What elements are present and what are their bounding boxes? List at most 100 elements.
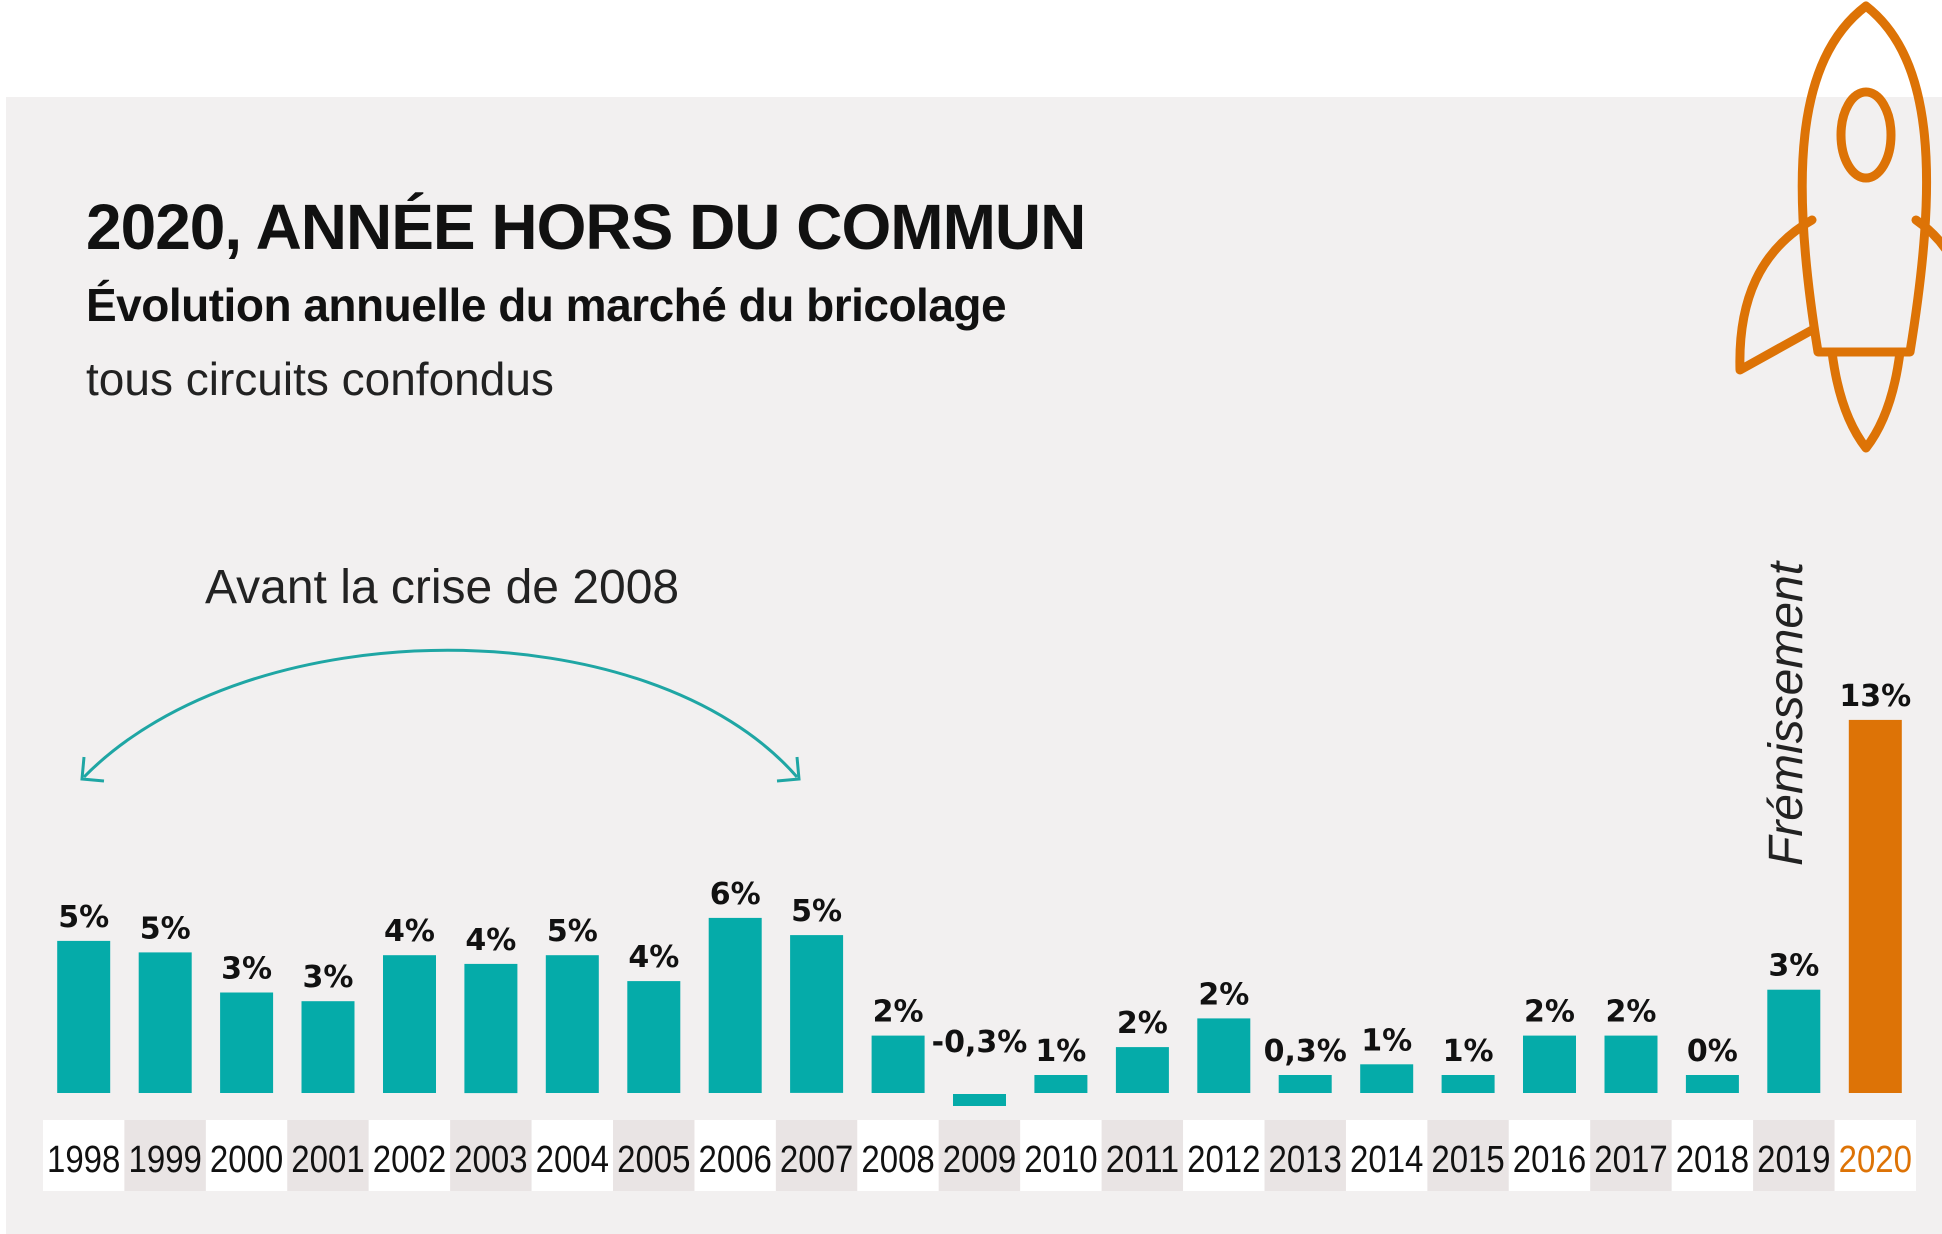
- tick-cell: [450, 1120, 532, 1191]
- bar-2000: [220, 992, 274, 1093]
- tick-cell: [1508, 1120, 1591, 1191]
- value-label-2004: 5%: [547, 914, 598, 949]
- bar-2008: [871, 1035, 925, 1093]
- tick-cell: [1020, 1120, 1102, 1191]
- value-label-1998: 5%: [58, 900, 109, 935]
- tick-cell: [1753, 1120, 1835, 1191]
- bar-2020: [1848, 719, 1902, 1093]
- tick-cell: [775, 1120, 858, 1191]
- value-label-2018: 0%: [1687, 1034, 1738, 1069]
- pre-crisis-arrow: [82, 648, 799, 779]
- tick-label-2018: 2018: [1676, 1139, 1749, 1181]
- tick-cell: [613, 1120, 695, 1191]
- bar-1999: [138, 952, 192, 1093]
- pre-crisis-arrowhead-left: [80, 756, 105, 783]
- value-label-2010: 1%: [1035, 1034, 1086, 1069]
- tick-cell: [1834, 1120, 1916, 1191]
- value-label-1999: 5%: [140, 911, 191, 946]
- tick-label-2013: 2013: [1269, 1139, 1342, 1181]
- tick-cell: [938, 1120, 1021, 1191]
- tick-label-2003: 2003: [454, 1139, 527, 1181]
- tick-label-2006: 2006: [699, 1139, 772, 1181]
- tick-label-2016: 2016: [1513, 1139, 1586, 1181]
- value-label-2016: 2%: [1524, 995, 1575, 1030]
- tick-cell: [1101, 1120, 1184, 1191]
- bar-2005: [627, 981, 681, 1093]
- tick-cell: [124, 1120, 206, 1191]
- tick-label-2005: 2005: [617, 1139, 690, 1181]
- fremissement-annotation: Frémissement: [1760, 561, 1813, 866]
- value-label-2009: -0,3%: [932, 1025, 1028, 1060]
- value-label-2001: 3%: [303, 960, 354, 995]
- bar-2007: [790, 935, 844, 1093]
- tick-cell: [43, 1120, 125, 1191]
- tick-cell: [694, 1120, 776, 1191]
- value-label-2013: 0,3%: [1264, 1034, 1347, 1069]
- rocket-icon: [1735, 1, 1942, 453]
- bar-2017: [1604, 1035, 1658, 1093]
- tick-label-2011: 2011: [1106, 1139, 1179, 1181]
- bar-2006: [708, 917, 762, 1093]
- bar-2001: [301, 1001, 355, 1093]
- tick-label-2020: 2020: [1839, 1139, 1912, 1181]
- tick-cell: [205, 1120, 288, 1191]
- tick-label-2007: 2007: [780, 1139, 853, 1181]
- bar-1998: [57, 940, 111, 1093]
- bar-2012: [1197, 1018, 1251, 1093]
- tick-label-2010: 2010: [1024, 1139, 1097, 1181]
- tick-label-2014: 2014: [1350, 1139, 1423, 1181]
- bar-2015: [1441, 1075, 1495, 1093]
- pre-crisis-annotation: Avant la crise de 2008: [205, 561, 680, 614]
- value-label-2007: 5%: [791, 894, 842, 929]
- tick-label-2017: 2017: [1594, 1139, 1667, 1181]
- page-title: 2020, ANNÉE HORS DU COMMUN: [86, 191, 1086, 263]
- bar-2018: [1685, 1075, 1739, 1093]
- tick-label-2000: 2000: [210, 1139, 283, 1181]
- tick-cell: [857, 1120, 939, 1191]
- value-label-2015: 1%: [1443, 1034, 1494, 1069]
- bar-2009: [953, 1094, 1006, 1106]
- tick-cell: [287, 1120, 369, 1191]
- tick-label-2012: 2012: [1187, 1139, 1260, 1181]
- bar-2003: [464, 963, 518, 1094]
- bar-2014: [1360, 1064, 1414, 1093]
- value-label-2000: 3%: [221, 952, 272, 987]
- tick-cell: [1264, 1120, 1346, 1191]
- tick-cell: [1183, 1120, 1265, 1191]
- chart-subtitle-secondary: tous circuits confondus: [86, 353, 554, 405]
- tick-cell: [1427, 1120, 1509, 1191]
- value-label-2003: 4%: [465, 923, 516, 958]
- value-label-2008: 2%: [873, 995, 924, 1030]
- bar-2019: [1767, 989, 1821, 1093]
- bar-2013: [1278, 1075, 1332, 1093]
- tick-cell: [1590, 1120, 1672, 1191]
- tick-label-2009: 2009: [943, 1139, 1016, 1181]
- pre-crisis-arrowhead-right: [776, 756, 801, 783]
- value-label-2014: 1%: [1361, 1023, 1412, 1058]
- tick-label-2001: 2001: [291, 1139, 364, 1181]
- value-label-2005: 4%: [628, 940, 679, 975]
- tick-cell: [1671, 1120, 1754, 1191]
- tick-label-1998: 1998: [47, 1139, 120, 1181]
- bar-2011: [1115, 1047, 1169, 1093]
- bar-2010: [1034, 1075, 1088, 1093]
- tick-label-2008: 2008: [861, 1139, 934, 1181]
- tick-label-2015: 2015: [1431, 1139, 1504, 1181]
- tick-label-1999: 1999: [129, 1139, 202, 1181]
- value-label-2002: 4%: [384, 914, 435, 949]
- value-label-2012: 2%: [1198, 977, 1249, 1012]
- tick-cell: [531, 1120, 613, 1191]
- tick-label-2019: 2019: [1757, 1139, 1830, 1181]
- value-label-2020: 13%: [1839, 679, 1911, 714]
- value-label-2011: 2%: [1117, 1006, 1168, 1041]
- tick-cell: [368, 1120, 451, 1191]
- tick-label-2004: 2004: [536, 1139, 609, 1181]
- bar-2004: [545, 955, 599, 1093]
- tick-cell: [1346, 1120, 1428, 1191]
- bar-2016: [1523, 1035, 1576, 1093]
- value-label-2019: 3%: [1768, 949, 1819, 984]
- tick-label-2002: 2002: [373, 1139, 446, 1181]
- value-label-2017: 2%: [1606, 995, 1657, 1030]
- bar-2002: [383, 955, 436, 1093]
